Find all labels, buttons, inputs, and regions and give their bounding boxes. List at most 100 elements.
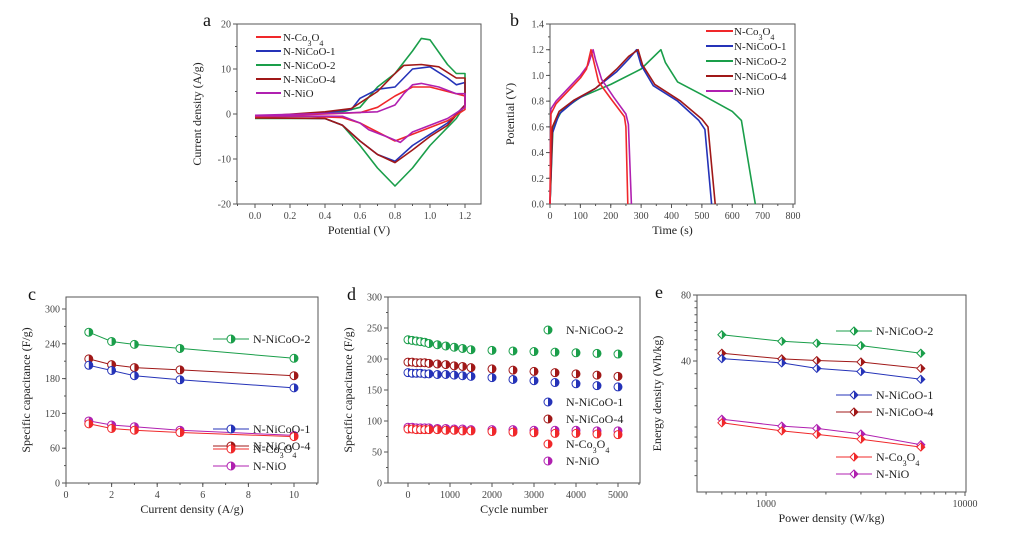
x-tick-label: 1000 [756, 499, 776, 510]
data-point-N-Co3O4 [487, 427, 497, 437]
data-point-N-NiCoO-2 [571, 348, 581, 358]
data-point-N-NiCoO-4 [529, 366, 539, 376]
marker-fill [548, 398, 552, 406]
marker-fill [513, 428, 517, 437]
x-tick-label: 2 [109, 490, 114, 501]
series-line-N-Co3O4 [721, 422, 921, 448]
y-tick-label: -20 [218, 200, 231, 211]
marker-fill [111, 424, 116, 433]
data-point-N-NiCoO-1 [812, 363, 822, 374]
data-point-N-NiCoO-4 [466, 363, 476, 373]
marker-fill [231, 335, 235, 343]
x-tick-label: 0 [406, 490, 411, 501]
marker-fill [618, 372, 622, 381]
marker-fill [513, 375, 517, 384]
x-tick-label: 200 [603, 211, 618, 222]
plot-frame [696, 294, 967, 493]
y-tick-label: 120 [45, 409, 60, 420]
data-point-N-NiCoO-4 [487, 364, 497, 374]
marker-fill [429, 359, 433, 368]
legend-marker [543, 439, 553, 449]
y-tick-label: 150 [367, 386, 382, 397]
y-tick-label: 0.8 [532, 97, 545, 108]
legend-label: N-NiCoO-1 [283, 46, 336, 58]
data-point-N-NiCoO-2 [441, 341, 451, 351]
data-point-N-NiCoO-1 [916, 374, 926, 385]
marker-fill [294, 383, 298, 392]
marker-fill [576, 429, 580, 438]
legend-label: N-Co3O4 [734, 26, 774, 42]
panel-label: d [347, 284, 356, 304]
data-point-N-Co3O4 [432, 425, 442, 435]
marker-fill [462, 362, 467, 371]
marker-fill [816, 339, 821, 348]
y-axis-label: Current density (A/g) [190, 62, 204, 165]
marker-fill [548, 326, 552, 334]
marker-fill [781, 426, 786, 435]
series-line-N-NiCoO-1 [88, 364, 295, 389]
x-tick-label: 0.6 [354, 211, 367, 222]
x-tick-label: 0 [64, 490, 69, 501]
legend-marker [543, 397, 553, 407]
panel-label: c [28, 284, 36, 304]
x-axis-label: Power density (W/kg) [779, 511, 885, 525]
y-tick-label: 0 [377, 479, 382, 490]
x-tick-label: 0.2 [284, 211, 297, 222]
marker-fill [88, 328, 93, 337]
marker-fill [471, 426, 475, 435]
data-point-N-Co3O4 [449, 425, 459, 435]
data-point-N-NiCoO-2 [487, 345, 497, 355]
panel-label: e [655, 282, 663, 302]
marker-fill [920, 443, 925, 452]
data-point-N-Co3O4 [175, 428, 185, 438]
x-tick-label: 4 [155, 490, 160, 501]
x-axis-label: Current density (A/g) [140, 502, 243, 516]
marker-fill [445, 341, 450, 350]
y-tick-label: 200 [367, 355, 382, 366]
marker-fill [854, 391, 858, 399]
data-point-N-NiCoO-2 [458, 343, 468, 353]
marker-fill [860, 367, 865, 376]
marker-fill [294, 432, 298, 441]
marker-fill [781, 358, 786, 367]
marker-fill [555, 368, 559, 377]
marker-fill [920, 364, 925, 373]
marker-fill [445, 426, 450, 435]
data-point-N-NiCoO-1 [508, 374, 518, 384]
legend-label: N-NiCoO-2 [283, 60, 336, 72]
marker-fill [513, 366, 517, 375]
y-tick-label: 50 [372, 448, 382, 459]
data-point-N-NiCoO-1 [571, 379, 581, 389]
data-point-N-NiCoO-4 [424, 358, 434, 368]
legend-label: N-NiCoO-4 [253, 439, 310, 453]
marker-fill [534, 376, 538, 385]
legend-label: N-NiCoO-2 [876, 324, 933, 338]
data-point-N-NiCoO-4 [856, 357, 866, 367]
legend-label: N-NiCoO-4 [566, 412, 623, 426]
y-tick-label: 0 [55, 479, 60, 490]
y-tick-label: 20 [221, 20, 231, 31]
x-tick-label: 300 [634, 211, 649, 222]
legend-label: N-NiCoO-4 [734, 71, 787, 83]
marker-fill [548, 457, 552, 465]
series-line-N-NiO [721, 418, 921, 446]
data-point-N-Co3O4 [84, 419, 94, 429]
data-point-N-Co3O4 [424, 425, 434, 435]
legend-label: N-NiO [253, 459, 287, 473]
y-tick-label: 10 [221, 65, 231, 76]
marker-fill [88, 419, 93, 428]
x-axis-label: Cycle number [480, 502, 548, 516]
data-point-N-NiCoO-4 [289, 371, 299, 381]
legend-marker [543, 414, 553, 424]
y-tick-label: 1.0 [532, 71, 545, 82]
data-point-N-NiCoO-4 [449, 361, 459, 371]
y-tick-label: 100 [367, 417, 382, 428]
y-axis-label: Energy density (Wh/kg) [650, 336, 664, 452]
x-tick-label: 700 [755, 211, 770, 222]
x-tick-label: 500 [694, 211, 709, 222]
marker-fill [597, 371, 601, 380]
data-point-N-NiCoO-2 [529, 347, 539, 357]
series-line-N-NiO [549, 48, 633, 205]
y-tick-label: 0.4 [532, 148, 545, 159]
